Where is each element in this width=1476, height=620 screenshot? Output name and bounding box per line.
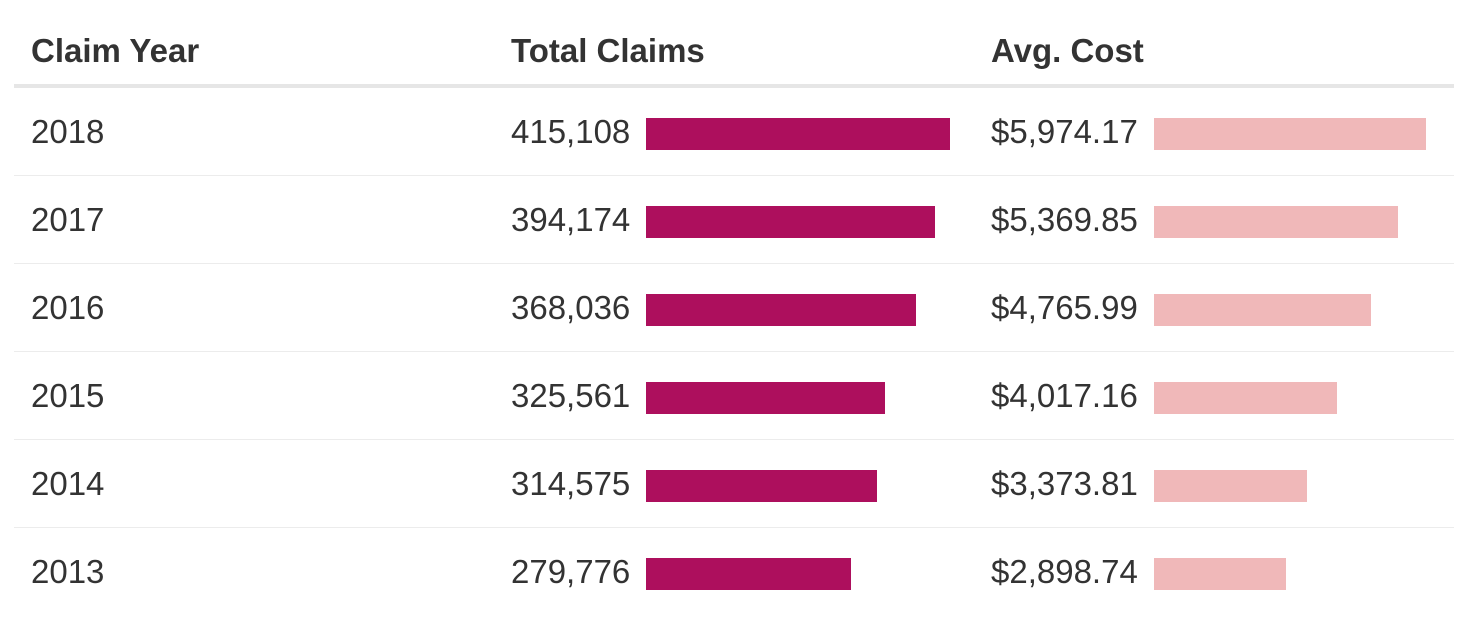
avg-cost-value: $4,765.99	[991, 289, 1138, 326]
total-claims-bar	[646, 382, 885, 414]
table-row: 2018 415,108 $5,974.17	[14, 88, 1454, 176]
total-claims-value: 394,174	[511, 201, 631, 238]
table-row: 2016 368,036 $4,765.99	[14, 264, 1454, 352]
total-claims-bar	[646, 294, 916, 326]
avg-cost-bar	[1153, 118, 1426, 150]
avg-cost-bar	[1153, 206, 1399, 238]
avg-cost-bar	[1153, 294, 1371, 326]
claims-table: Claim Year Total Claims Avg. Cost 2018 41…	[14, 0, 1454, 616]
avg-cost-value: $2,898.74	[991, 553, 1138, 590]
claim-year-cell: 2014	[31, 465, 105, 502]
avg-cost-bar	[1153, 382, 1337, 414]
table-row: 2013 279,776 $2,898.74	[14, 528, 1454, 616]
total-claims-value: 279,776	[511, 553, 631, 590]
avg-cost-value: $3,373.81	[991, 465, 1138, 502]
total-claims-bar	[646, 206, 935, 238]
claim-year-cell: 2013	[31, 553, 105, 590]
avg-cost-bar	[1153, 558, 1286, 590]
claim-year-cell: 2016	[31, 289, 105, 326]
table-row: 2015 325,561 $4,017.16	[14, 352, 1454, 440]
table-body: 2018 415,108 $5,974.17 2017 394,174 $5,369.85…	[14, 88, 1454, 616]
avg-cost-value: $5,369.85	[991, 201, 1138, 238]
table-header: Claim Year Total Claims Avg. Cost	[14, 0, 1454, 88]
table-row: 2017 394,174 $5,369.85	[14, 176, 1454, 264]
total-claims-bar	[646, 558, 852, 590]
total-claims-value: 368,036	[511, 289, 631, 326]
avg-cost-value: $4,017.16	[991, 377, 1138, 414]
table-row: 2014 314,575 $3,373.81	[14, 440, 1454, 528]
claim-year-cell: 2018	[31, 113, 105, 150]
header-claim-year: Claim Year	[31, 32, 200, 69]
total-claims-value: 415,108	[511, 113, 631, 150]
claim-year-cell: 2017	[31, 201, 105, 238]
avg-cost-value: $5,974.17	[991, 113, 1138, 150]
claim-year-cell: 2015	[31, 377, 105, 414]
total-claims-bar	[646, 118, 951, 150]
avg-cost-bar	[1153, 470, 1308, 502]
header-avg-cost: Avg. Cost	[991, 32, 1144, 69]
total-claims-value: 325,561	[511, 377, 631, 414]
total-claims-bar	[646, 470, 877, 502]
total-claims-value: 314,575	[511, 465, 631, 502]
header-total-claims: Total Claims	[511, 32, 705, 69]
